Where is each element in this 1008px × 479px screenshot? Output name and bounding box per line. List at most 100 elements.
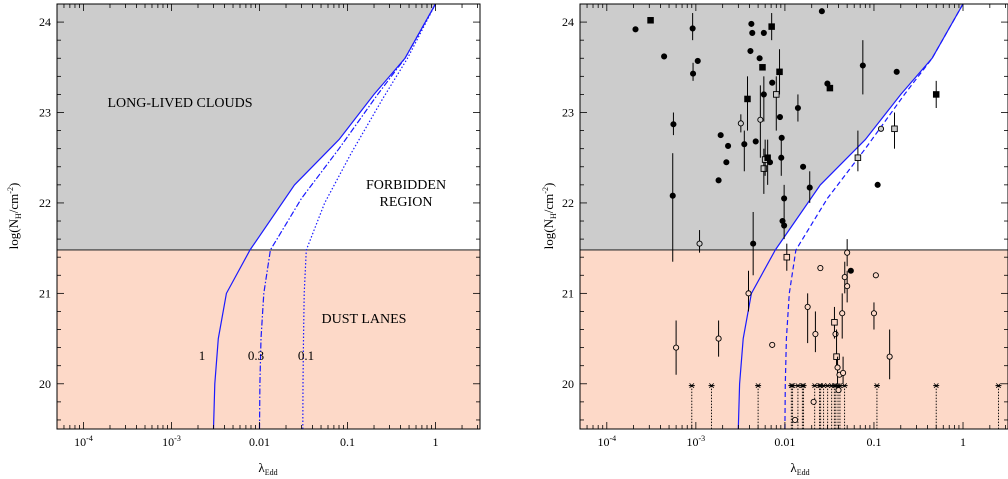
y-axis-label: log(NH/cm-2) (541, 183, 558, 250)
upper-limit-marker (933, 383, 940, 429)
upper-limit-marker (836, 383, 843, 429)
upper-limit-marker (811, 383, 818, 429)
data-point (854, 130, 862, 172)
data-point (832, 331, 839, 338)
upper-limit-marker (708, 383, 715, 429)
long-lived-clouds-label: LONG-LIVED CLOUDS (107, 96, 252, 111)
data-point (750, 211, 757, 276)
right-panel: 10-4 10-3 0.01 0.1 1 20 21 22 23 24 λEdd log(NH/c… (541, 3, 1008, 477)
y-tick-label: 24 (562, 15, 574, 29)
upper-limit-marker (755, 383, 762, 429)
data-point (932, 80, 940, 108)
data-point (689, 13, 696, 41)
x-axis-label: λEdd (258, 460, 277, 477)
data-point (840, 356, 847, 384)
plot-frame (56, 3, 481, 430)
data-point (773, 76, 780, 131)
upper-limit-marker (873, 383, 880, 429)
upper-limit-marker (800, 383, 807, 429)
dust-lanes-region (57, 249, 480, 429)
data-point (737, 114, 744, 133)
y-tick-label: 22 (562, 196, 574, 210)
y-tick-label: 21 (39, 286, 51, 300)
axis-ticks: 10-4 10-3 0.01 0.1 1 20 21 22 23 24 (562, 3, 1008, 449)
y-tick-label: 20 (39, 377, 51, 391)
data-point (841, 261, 848, 294)
data-point (818, 8, 825, 15)
data-point (768, 13, 775, 41)
data-point (748, 20, 755, 27)
long-lived-clouds-region (57, 4, 436, 250)
data-point (744, 76, 751, 131)
data-point (769, 79, 776, 86)
upper-limit-marker (688, 383, 695, 429)
curve-label-1: 1 (199, 348, 206, 363)
dust-lanes-region (580, 249, 1008, 429)
x-tick-label: 0.1 (866, 435, 881, 449)
curve-0.3 (784, 4, 964, 429)
data-point (715, 320, 722, 357)
y-tick-label: 23 (39, 106, 51, 120)
data-point (757, 85, 764, 158)
long-lived-clouds-region (580, 4, 964, 250)
data-point (847, 267, 854, 274)
data-point (669, 153, 676, 262)
upper-limit-marker (789, 383, 796, 429)
data-point (632, 26, 639, 33)
x-tick-label: 0.01 (249, 435, 270, 449)
plot-frame (579, 3, 1008, 430)
data-point (745, 270, 752, 312)
axis-ticks: 10-4 10-3 0.01 0.1 1 20 21 22 23 24 (39, 3, 480, 449)
data-point (817, 264, 824, 272)
data-point (781, 184, 788, 212)
curve-label-0.3: 0.3 (248, 348, 264, 363)
data-point (760, 29, 767, 36)
data-point (872, 272, 879, 279)
y-tick-label: 24 (39, 15, 51, 29)
curve-1 (212, 4, 437, 429)
data-point (725, 142, 732, 150)
data-point (877, 125, 885, 132)
forbidden-region-label-1: FORBIDDEN (366, 178, 446, 193)
data-point (779, 217, 786, 225)
x-tick-label: 10-3 (687, 434, 706, 449)
data-point (783, 243, 791, 271)
data-point (886, 329, 893, 380)
left-panel: 10-4 10-3 0.01 0.1 1 20 21 22 23 24 LONG-LIVED CL… (6, 3, 481, 477)
data-point (792, 416, 799, 424)
data-point (696, 230, 703, 253)
data-point (717, 132, 724, 139)
curve-0.1 (302, 4, 437, 429)
curve-label-0.1: 0.1 (298, 348, 314, 363)
x-axis-label: λEdd (790, 460, 809, 477)
data-point (870, 302, 878, 330)
data-point (647, 17, 654, 24)
curve-1 (737, 4, 964, 429)
data-point (670, 112, 677, 136)
x-tick-label: 10-3 (162, 434, 181, 449)
data-point (804, 293, 811, 344)
x-tick-label: 1 (960, 435, 966, 449)
data-point (844, 239, 851, 267)
data-point (826, 84, 834, 92)
x-tick-label: 1 (433, 435, 439, 449)
curve-0.3 (258, 4, 437, 429)
data-point (859, 40, 866, 95)
data-point (893, 68, 900, 75)
data-point (776, 49, 783, 95)
data-point (800, 163, 807, 170)
data-point (690, 62, 697, 81)
data-point (752, 138, 759, 145)
data-point (749, 29, 756, 36)
curve-group (212, 4, 437, 429)
data-point (661, 53, 668, 60)
data-point (874, 181, 881, 188)
data-point (673, 320, 680, 375)
dust-lanes-label: DUST LANES (322, 312, 407, 327)
data-point (778, 139, 785, 176)
data-point (781, 211, 788, 240)
forbidden-region-label-2: REGION (380, 195, 433, 210)
x-tick-label: 0.01 (774, 435, 795, 449)
y-tick-label: 21 (562, 286, 574, 300)
